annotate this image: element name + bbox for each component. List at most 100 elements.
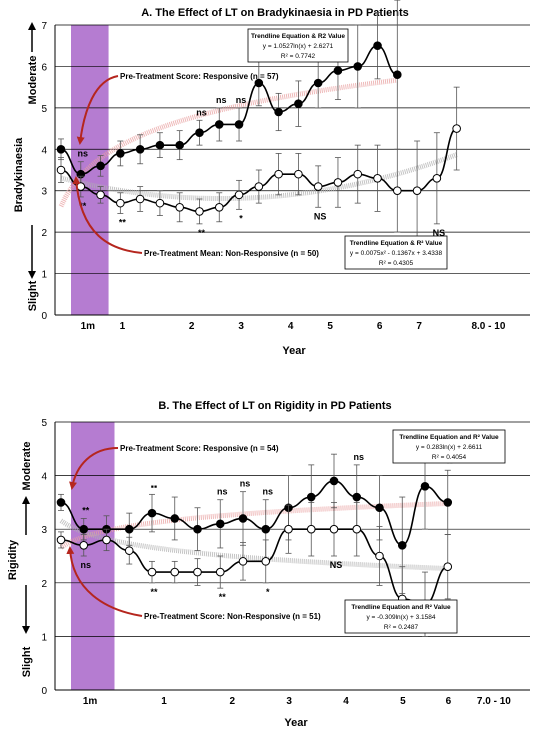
x-tick-label: 1 bbox=[161, 696, 167, 707]
data-point bbox=[214, 120, 224, 129]
data-point bbox=[352, 492, 362, 502]
data-point bbox=[329, 524, 339, 534]
trendline-equation: y = -0.309ln(x) + 3.1584 bbox=[366, 614, 435, 621]
x-tick-label: 5 bbox=[327, 321, 333, 332]
chart-panel-a: A. The Effect of LT on Bradykinaesia in … bbox=[13, 0, 530, 357]
data-point bbox=[352, 524, 362, 534]
trendline-box-responsive bbox=[392, 429, 506, 464]
data-point bbox=[375, 551, 384, 561]
data-point bbox=[234, 120, 244, 129]
significance-label: ns bbox=[78, 149, 89, 159]
significance-label: NS bbox=[330, 560, 343, 570]
significance-label: ns bbox=[240, 479, 251, 489]
significance-label: NS bbox=[433, 228, 446, 238]
time-band bbox=[71, 422, 115, 690]
trendline-r2: R² = 0.7742 bbox=[281, 53, 316, 60]
x-tick-label: 1 bbox=[120, 321, 126, 332]
data-point bbox=[373, 173, 382, 183]
trendline-equation: y = 0.283ln(x) + 2.6611 bbox=[416, 444, 483, 451]
data-point bbox=[443, 498, 453, 507]
y-tick-label: 1 bbox=[41, 632, 47, 643]
data-point bbox=[393, 186, 402, 196]
significance-label: ns bbox=[80, 560, 91, 570]
chart-title: B. The Effect of LT on Rigidity in PD Pa… bbox=[158, 400, 391, 412]
data-point bbox=[116, 149, 125, 158]
data-point bbox=[135, 194, 145, 204]
significance-label: ** bbox=[219, 592, 227, 602]
x-tick-label: 4 bbox=[343, 696, 349, 707]
data-point bbox=[56, 165, 66, 175]
series-line bbox=[60, 44, 398, 175]
significance-label: ** bbox=[150, 587, 158, 597]
significance-label: ns bbox=[236, 95, 247, 105]
annotation-arrow bbox=[76, 75, 119, 145]
significance-label: ** bbox=[119, 218, 127, 228]
significance-label: NS bbox=[314, 211, 327, 221]
data-point bbox=[214, 202, 224, 212]
x-tick-label: 8.0 - 10 bbox=[471, 321, 505, 332]
significance-label: ns bbox=[262, 487, 273, 497]
data-point bbox=[147, 567, 157, 577]
data-point bbox=[147, 508, 157, 518]
annotation-responsive: Pre-Treatment Score: Responsive (n = 57) bbox=[120, 72, 279, 81]
data-point bbox=[215, 519, 225, 529]
severity-label-slight: Slight bbox=[21, 646, 33, 677]
trendline-box-heading: Trendline Equation & R² Value bbox=[350, 240, 443, 247]
annotation-arrow bbox=[69, 447, 119, 490]
y-tick-label: 3 bbox=[41, 187, 47, 198]
chart-title: A. The Effect of LT on Bradykinaesia in … bbox=[141, 7, 409, 19]
significance-label: ▪▪ bbox=[151, 481, 157, 491]
data-point bbox=[102, 535, 111, 545]
data-point bbox=[175, 140, 184, 150]
trendline-box-responsive bbox=[247, 28, 349, 63]
data-point bbox=[274, 107, 283, 117]
y-tick-label: 5 bbox=[41, 418, 47, 429]
significance-label: ** bbox=[198, 228, 206, 238]
y-tick-label: 1 bbox=[41, 270, 47, 281]
data-point bbox=[397, 540, 407, 550]
significance-label: * bbox=[239, 213, 243, 223]
data-point bbox=[79, 524, 89, 534]
trendline-r2: R² = 0.2487 bbox=[384, 624, 419, 631]
significance-label: ns bbox=[196, 107, 207, 117]
y-tick-label: 7 bbox=[41, 21, 47, 32]
annotation-arrow bbox=[72, 176, 143, 254]
y-tick-label: 3 bbox=[41, 525, 47, 536]
data-point bbox=[306, 492, 316, 502]
trendline-box-nonresponsive bbox=[344, 599, 458, 634]
data-point bbox=[261, 524, 271, 534]
trendline-box-heading: Trendline Equation and R² Value bbox=[399, 434, 499, 441]
annotation-responsive: Pre-Treatment Score: Responsive (n = 54) bbox=[120, 444, 279, 453]
data-point bbox=[254, 78, 264, 88]
data-point bbox=[96, 161, 105, 171]
x-axis-label: Year bbox=[282, 345, 306, 357]
data-point bbox=[124, 524, 134, 534]
significance-label: ** bbox=[79, 201, 87, 211]
data-point bbox=[329, 476, 339, 486]
data-point bbox=[135, 144, 145, 154]
y-axis-label: Bradykinaesia bbox=[13, 137, 25, 212]
trendline-box-heading: Trendline Equation and R² Value bbox=[351, 604, 451, 611]
data-point bbox=[170, 567, 180, 577]
data-point bbox=[306, 524, 316, 534]
data-point bbox=[56, 535, 66, 545]
chart-panel-b: B. The Effect of LT on Rigidity in PD Pa… bbox=[7, 400, 530, 729]
data-point bbox=[56, 498, 66, 507]
trendline bbox=[58, 77, 398, 208]
x-axis-label: Year bbox=[284, 717, 308, 729]
x-tick-label: 3 bbox=[286, 696, 292, 707]
data-point bbox=[375, 503, 384, 513]
data-point bbox=[170, 514, 180, 523]
series-line bbox=[60, 480, 448, 547]
y-tick-label: 4 bbox=[41, 472, 47, 483]
data-point bbox=[79, 540, 89, 550]
trendline-box-nonresponsive bbox=[344, 235, 448, 270]
data-point bbox=[313, 182, 323, 191]
data-point bbox=[215, 567, 225, 577]
data-point bbox=[353, 62, 363, 71]
data-point bbox=[116, 198, 125, 208]
x-tick-label: 7 bbox=[416, 321, 422, 332]
x-tick-label: 2 bbox=[229, 696, 235, 707]
data-point bbox=[193, 567, 202, 577]
y-tick-label: 0 bbox=[41, 686, 47, 697]
